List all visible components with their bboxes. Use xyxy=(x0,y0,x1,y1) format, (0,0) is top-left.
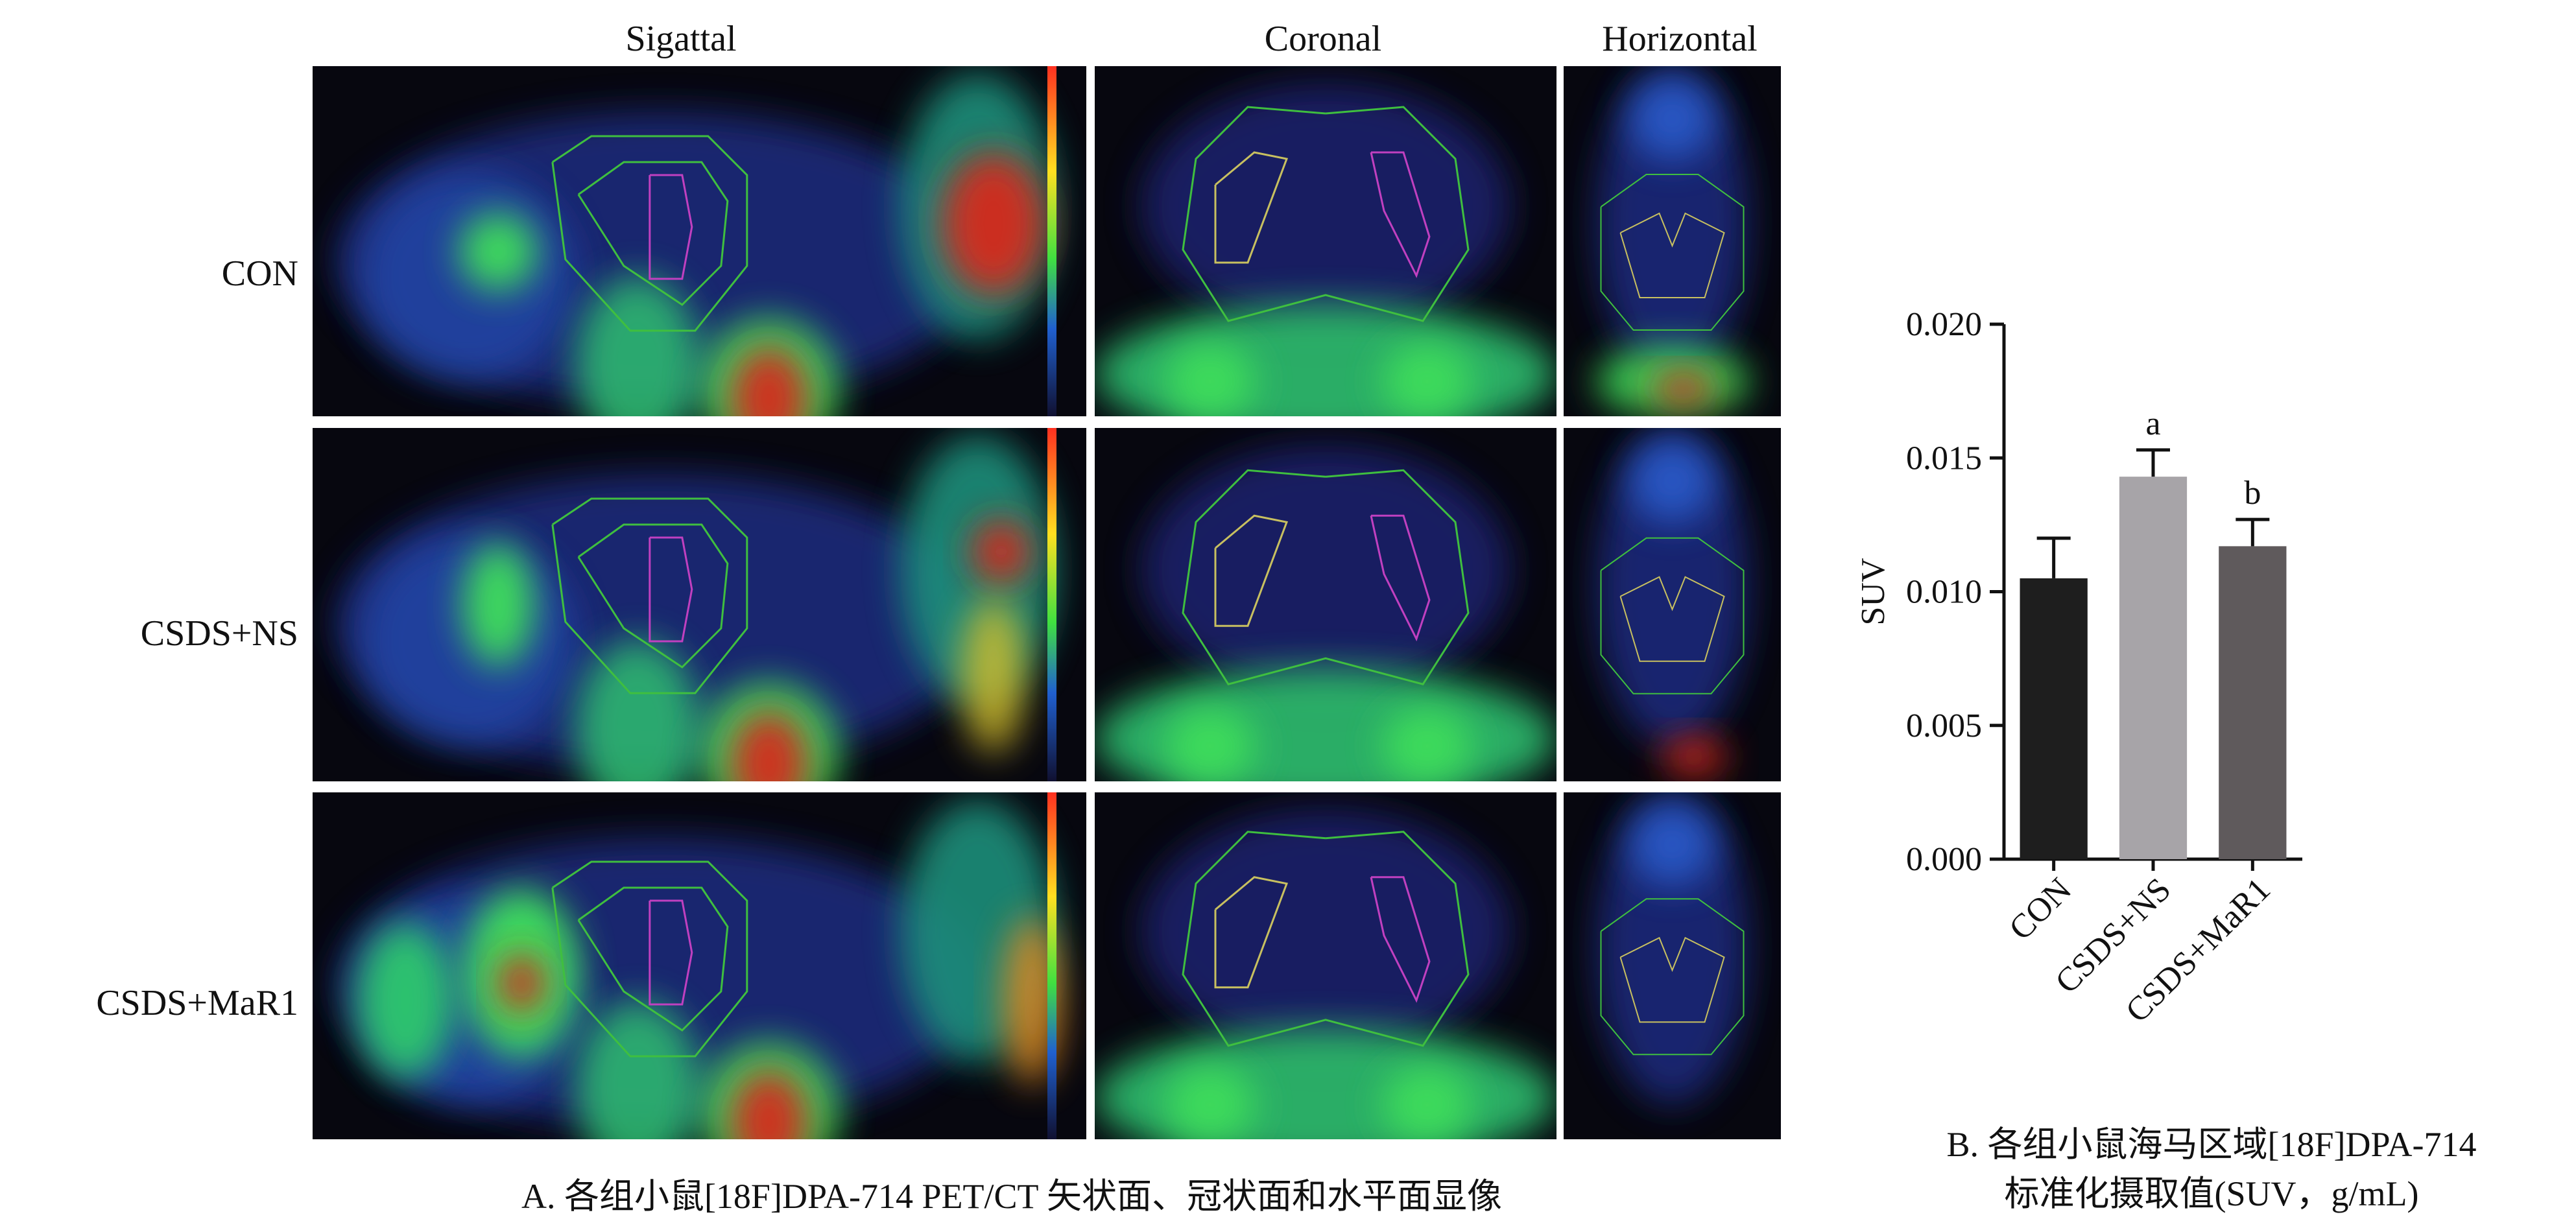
y-tick-label: 0.005 xyxy=(1906,707,1982,744)
pet-signal-blob xyxy=(941,152,1045,295)
roi-outline xyxy=(551,860,748,1058)
pet-signal-blob xyxy=(1381,1065,1473,1139)
pet-signal-blob xyxy=(1596,428,1748,746)
roi-outline xyxy=(577,886,729,1032)
pet-signal-blob xyxy=(575,276,700,416)
pet-signal-blob xyxy=(1003,916,1062,1085)
significance-label: b xyxy=(2244,475,2261,512)
pet-panel-cor-ns xyxy=(1095,428,1556,781)
pet-signal-blob xyxy=(1141,84,1510,329)
pet-signal-blob xyxy=(499,954,545,1013)
column-title-horizontal: Horizontal xyxy=(1602,19,1758,59)
y-tick-label: 0.000 xyxy=(1906,841,1982,878)
pet-panel-sag-ns xyxy=(313,428,1086,781)
pet-panel-cor-con xyxy=(1095,66,1556,416)
pet-signal-blob xyxy=(730,1070,808,1139)
pet-panel-hor-ns xyxy=(1564,428,1781,781)
row-label-csds-ns: CSDS+NS xyxy=(140,613,298,654)
pet-signal-blob xyxy=(575,1001,700,1139)
y-tick-label: 0.010 xyxy=(1906,574,1982,611)
pet-panel-hor-con xyxy=(1564,66,1781,416)
pet-signal-blob xyxy=(1141,445,1510,693)
pet-signal-blob xyxy=(1628,803,1716,886)
pet-signal-blob xyxy=(1095,304,1556,416)
pet-signal-blob xyxy=(1165,707,1256,781)
colorbar xyxy=(1047,428,1056,781)
roi-outline xyxy=(1600,898,1745,1056)
roi-outline xyxy=(551,135,748,332)
caption-b-line1: B. 各组小鼠海马区域[18F]DPA-714 xyxy=(1946,1125,2477,1164)
pet-signal-blob xyxy=(1095,1028,1556,1139)
roi-outline xyxy=(1600,174,1745,331)
pet-signal-blob xyxy=(575,640,700,781)
row-label-csds-mar1: CSDS+MaR1 xyxy=(96,983,298,1023)
roi-outline xyxy=(1182,831,1470,1047)
suv-bar-chart-svg: 0.0000.0050.0100.0150.020SUVCONaCSDS+NSb… xyxy=(1855,306,2302,1030)
roi-outline xyxy=(1214,514,1289,627)
roi-outline xyxy=(1619,212,1725,298)
pet-signal-blob xyxy=(1095,668,1556,781)
roi-outline xyxy=(577,523,729,669)
pet-signal-blob xyxy=(1381,707,1473,781)
roi-outline xyxy=(1370,876,1431,1003)
pet-signal-blob xyxy=(1661,737,1727,776)
roi-outline xyxy=(577,161,729,306)
pet-signal-blob xyxy=(1628,77,1716,161)
pet-signal-blob xyxy=(1596,66,1748,381)
roi-outline xyxy=(1214,151,1289,264)
colorbar xyxy=(1047,792,1056,1139)
roi-outline xyxy=(1182,106,1470,322)
roi-outline xyxy=(649,174,693,280)
roi-outline xyxy=(1370,151,1431,278)
significance-label: a xyxy=(2145,405,2160,442)
roi-outline xyxy=(1619,936,1725,1023)
pet-signal-blob xyxy=(1141,809,1510,1053)
pet-signal-blob xyxy=(359,534,576,746)
pet-signal-blob xyxy=(730,346,808,416)
bar-2 xyxy=(2119,477,2188,859)
pet-panel-sag-con xyxy=(313,66,1086,416)
column-title-sagittal: Sigattal xyxy=(625,19,737,59)
pet-signal-blob xyxy=(730,711,808,781)
pet-panel-hor-mar1 xyxy=(1564,792,1781,1139)
roi-outline xyxy=(649,899,693,1006)
colorbar xyxy=(1047,66,1056,416)
pet-signal-blob xyxy=(972,519,1031,584)
suv-bar-chart: 0.000 0.005 0.010 0.015 0.020 SUV CON a CSDS+NS b… xyxy=(1848,285,2503,1102)
pet-signal-blob xyxy=(462,543,534,667)
roi-outline xyxy=(1214,876,1289,989)
x-tick-label: CON xyxy=(2002,871,2079,947)
caption-b-line2: 标准化摄取值(SUV，g/mL) xyxy=(2004,1174,2419,1213)
y-axis-label: SUV xyxy=(1855,558,1892,625)
pet-signal-blob xyxy=(357,923,455,1078)
y-tick-label: 0.015 xyxy=(1906,440,1982,477)
pet-signal-blob xyxy=(1381,342,1473,416)
roi-outline xyxy=(1619,576,1725,662)
pet-panel-sag-mar1 xyxy=(313,792,1086,1139)
roi-outline xyxy=(649,536,693,643)
caption-a: A. 各组小鼠[18F]DPA-714 PET/CT 矢状面、冠状面和水平面显像 xyxy=(521,1177,1503,1216)
roi-outline xyxy=(1182,469,1470,685)
roi-outline xyxy=(1370,514,1431,642)
roi-outline xyxy=(1600,537,1745,694)
pet-signal-blob xyxy=(1165,1065,1256,1139)
bar-3 xyxy=(2219,546,2287,859)
row-label-con: CON xyxy=(221,254,298,294)
roi-outline xyxy=(551,497,748,694)
pet-signal-blob xyxy=(1596,792,1748,1105)
pet-signal-blob xyxy=(1628,438,1716,524)
pet-panel-cor-mar1 xyxy=(1095,792,1556,1139)
pet-signal-blob xyxy=(960,597,1026,753)
y-tick-label: 0.020 xyxy=(1906,306,1982,343)
column-title-coronal: Coronal xyxy=(1264,19,1382,59)
pet-signal-blob xyxy=(359,171,576,381)
bar-1 xyxy=(2020,578,2088,859)
pet-signal-blob xyxy=(459,213,538,291)
pet-signal-blob xyxy=(1651,372,1716,405)
pet-signal-blob xyxy=(1165,342,1256,416)
